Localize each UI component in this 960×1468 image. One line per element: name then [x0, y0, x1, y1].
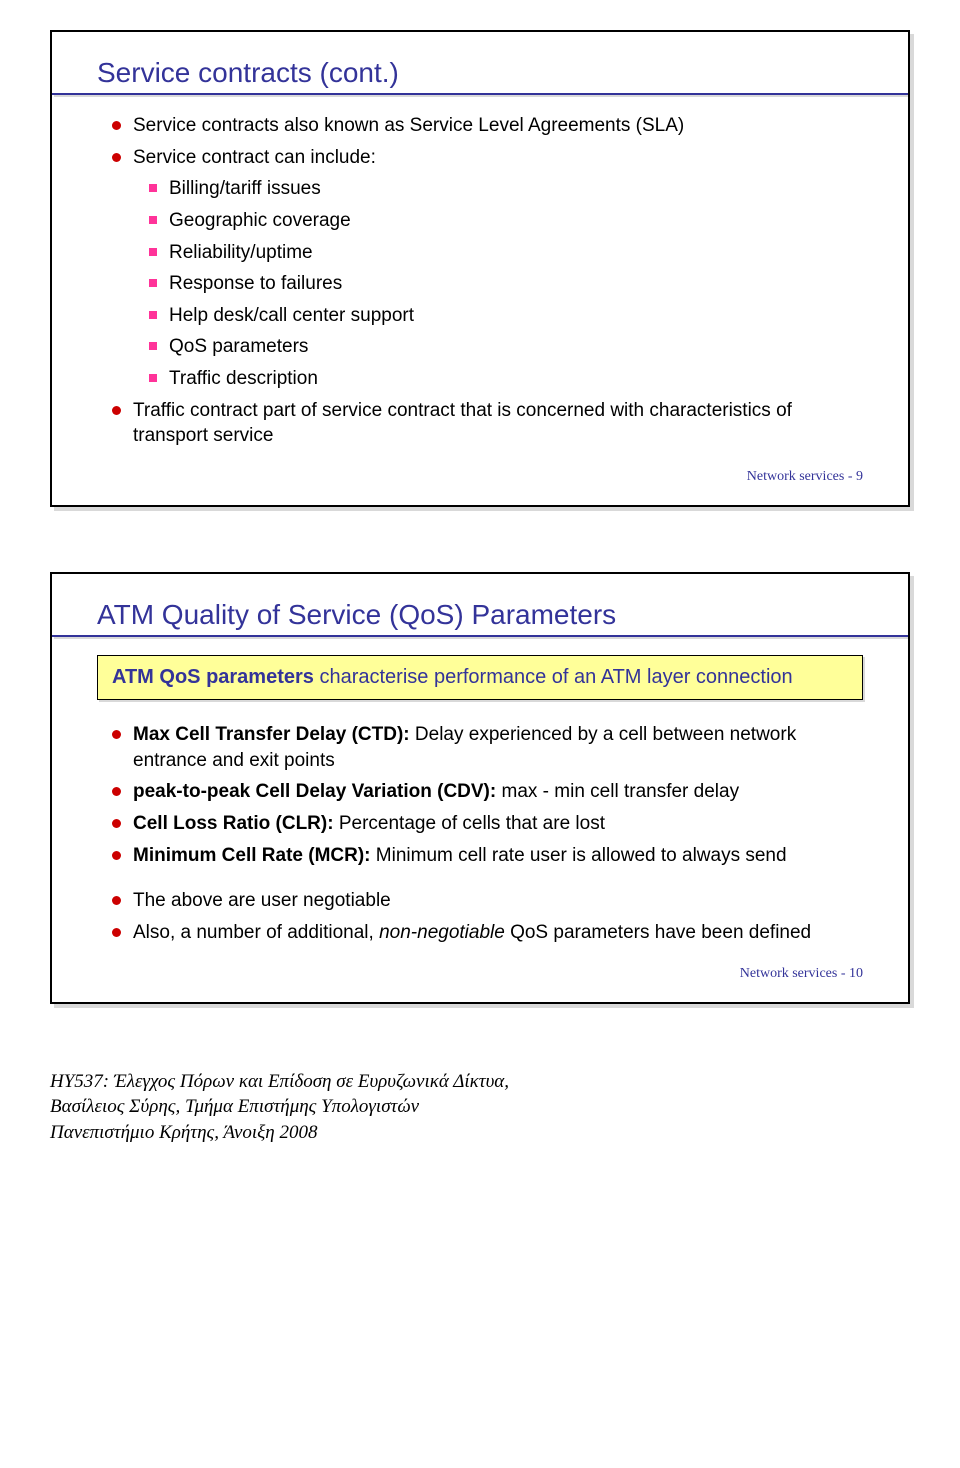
bullet-text: The above are user negotiable: [133, 888, 391, 914]
bullet-text: Cell Loss Ratio (CLR): Percentage of cel…: [133, 811, 605, 837]
bullet: Minimum Cell Rate (MCR): Minimum cell ra…: [97, 843, 863, 869]
page-footer-line-1: ΗΥ537: Έλεγχος Πόρων και Επίδοση σε Ευρυ…: [50, 1069, 910, 1095]
bullet-text: Service contract can include:: [133, 145, 376, 171]
bullet: Service contracts also known as Service …: [97, 113, 863, 139]
bullet-marker: [149, 342, 157, 350]
slide-2-content-2: The above are user negotiable Also, a num…: [97, 888, 863, 945]
bullet-text: Response to failures: [169, 271, 342, 297]
bullet-marker: [112, 928, 121, 937]
bullet: The above are user negotiable: [97, 888, 863, 914]
bullet: peak-to-peak Cell Delay Variation (CDV):…: [97, 779, 863, 805]
bullet-marker: [112, 406, 121, 415]
sub-bullet: QoS parameters: [97, 334, 863, 360]
bullet-text: Help desk/call center support: [169, 303, 414, 329]
slide-1-underline: [52, 93, 908, 95]
slide-1-title: Service contracts (cont.): [97, 57, 863, 89]
bullet-marker: [112, 819, 121, 828]
sub-bullet: Reliability/uptime: [97, 240, 863, 266]
slide-2: ATM Quality of Service (QoS) Parameters …: [50, 572, 910, 1003]
bullet-marker: [149, 374, 157, 382]
page-footer: ΗΥ537: Έλεγχος Πόρων και Επίδοση σε Ευρυ…: [50, 1069, 910, 1146]
bullet-text: Billing/tariff issues: [169, 176, 321, 202]
bullet: Cell Loss Ratio (CLR): Percentage of cel…: [97, 811, 863, 837]
bullet-marker: [112, 896, 121, 905]
bullet-text: Reliability/uptime: [169, 240, 313, 266]
bullet-marker: [112, 730, 121, 739]
bullet-text: Traffic contract part of service contrac…: [133, 398, 863, 449]
sub-bullet: Billing/tariff issues: [97, 176, 863, 202]
bullet: Traffic contract part of service contrac…: [97, 398, 863, 449]
slide-1-content: Service contracts also known as Service …: [97, 113, 863, 449]
sub-bullet: Traffic description: [97, 366, 863, 392]
bullet-marker: [149, 216, 157, 224]
bullet-marker: [149, 311, 157, 319]
bullet-marker: [112, 787, 121, 796]
bullet-text: Geographic coverage: [169, 208, 351, 234]
spacer: [97, 874, 863, 888]
bullet-text: QoS parameters: [169, 334, 308, 360]
page-footer-line-3: Πανεπιστήμιο Κρήτης, Άνοιξη 2008: [50, 1120, 910, 1146]
bullet-text: peak-to-peak Cell Delay Variation (CDV):…: [133, 779, 739, 805]
atm-qos-callout: ATM QoS parameters characterise performa…: [97, 655, 863, 700]
slide-1-footer: Network services - 9: [97, 469, 863, 485]
slide-2-underline: [52, 635, 908, 637]
sub-bullet: Geographic coverage: [97, 208, 863, 234]
bullet-text: Traffic description: [169, 366, 318, 392]
bullet: Max Cell Transfer Delay (CTD): Delay exp…: [97, 722, 863, 773]
sub-bullet: Help desk/call center support: [97, 303, 863, 329]
bullet-marker: [149, 184, 157, 192]
callout-bold: ATM QoS parameters: [112, 666, 314, 688]
bullet-marker: [149, 279, 157, 287]
bullet: Also, a number of additional, non-negoti…: [97, 920, 863, 946]
bullet-text: Also, a number of additional, non-negoti…: [133, 920, 811, 946]
bullet-marker: [112, 851, 121, 860]
slide-2-content-1: Max Cell Transfer Delay (CTD): Delay exp…: [97, 722, 863, 868]
sub-bullet: Response to failures: [97, 271, 863, 297]
bullet-marker: [149, 248, 157, 256]
slide-1: Service contracts (cont.) Service contra…: [50, 30, 910, 507]
bullet: Service contract can include:: [97, 145, 863, 171]
slide-2-footer: Network services - 10: [97, 966, 863, 982]
bullet-marker: [112, 121, 121, 130]
bullet-text: Minimum Cell Rate (MCR): Minimum cell ra…: [133, 843, 787, 869]
page-footer-line-2: Βασίλειος Σύρης, Τμήμα Επιστήμης Υπολογι…: [50, 1094, 910, 1120]
bullet-marker: [112, 153, 121, 162]
bullet-text: Service contracts also known as Service …: [133, 113, 684, 139]
callout-rest: characterise performance of an ATM layer…: [314, 666, 793, 688]
bullet-text: Max Cell Transfer Delay (CTD): Delay exp…: [133, 722, 863, 773]
slide-2-title: ATM Quality of Service (QoS) Parameters: [97, 599, 863, 631]
